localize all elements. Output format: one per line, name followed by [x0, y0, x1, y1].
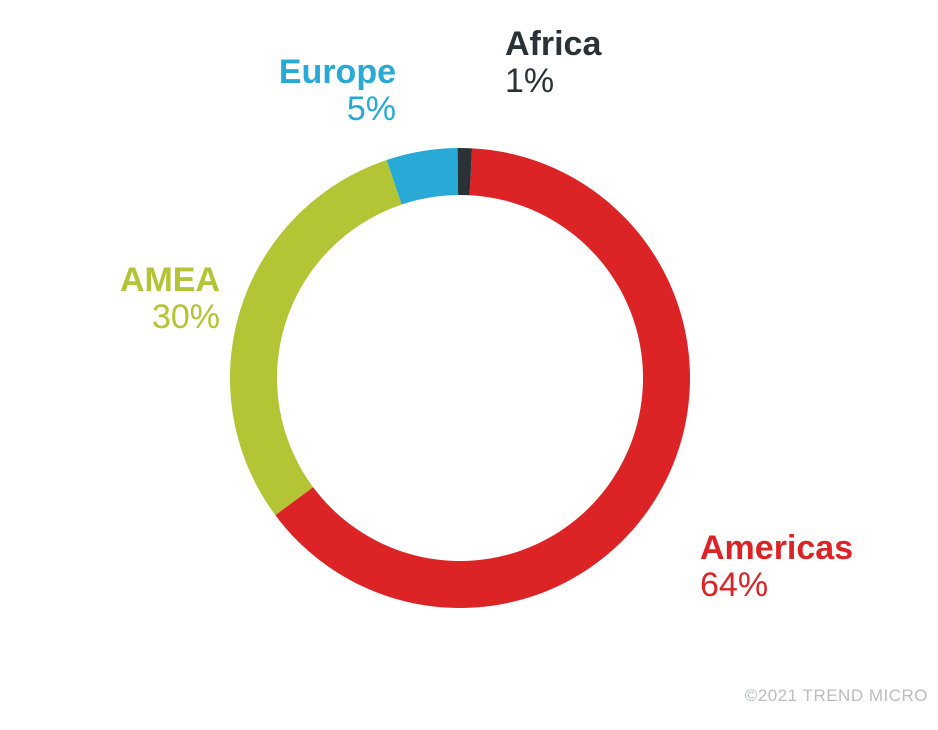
label-europe: Europe 5%: [236, 54, 396, 129]
slice-africa: [458, 148, 472, 195]
label-americas-value: 64%: [700, 567, 853, 604]
label-amea-value: 30%: [60, 299, 220, 336]
label-europe-name: Europe: [236, 54, 396, 91]
label-amea: AMEA 30%: [60, 262, 220, 337]
label-amea-name: AMEA: [60, 262, 220, 299]
label-europe-value: 5%: [236, 91, 396, 128]
chart-stage: Africa 1% Europe 5% AMEA 30% Americas 64…: [0, 0, 938, 730]
label-africa: Africa 1%: [505, 26, 601, 101]
copyright-text: ©2021 TREND MICRO: [745, 686, 928, 706]
slice-amea: [230, 160, 402, 515]
label-americas-name: Americas: [700, 530, 853, 567]
label-africa-name: Africa: [505, 26, 601, 63]
label-americas: Americas 64%: [700, 530, 853, 605]
label-africa-value: 1%: [505, 63, 601, 100]
donut-chart: [230, 148, 690, 608]
